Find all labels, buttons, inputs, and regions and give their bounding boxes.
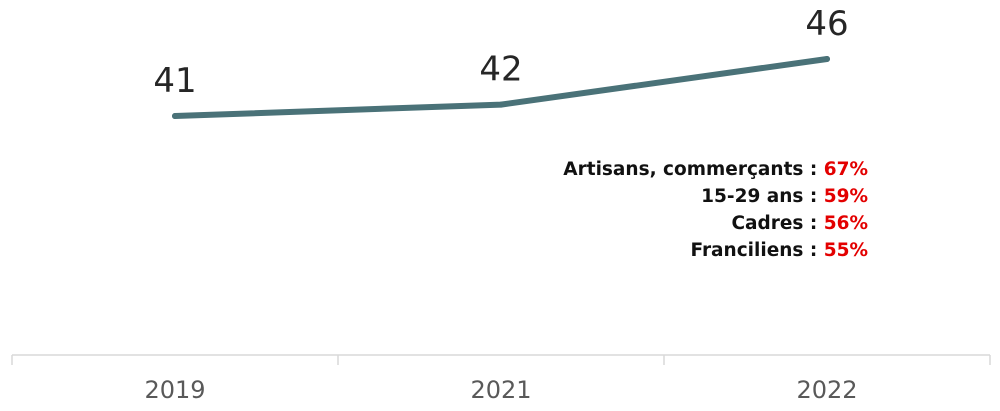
- annotation-row: Artisans, commerçants : 67%: [563, 156, 868, 183]
- annotation-value: 67%: [823, 159, 868, 180]
- data-label: 42: [479, 50, 522, 90]
- annotation-value: 59%: [823, 186, 868, 207]
- x-axis: 2019 2021 2022: [11, 354, 991, 404]
- annotation-row: Franciliens : 55%: [563, 237, 868, 264]
- data-point: [498, 101, 504, 108]
- annotation-value: 55%: [823, 240, 868, 261]
- annotation-list: Artisans, commerçants : 67% 15-29 ans : …: [563, 156, 868, 264]
- x-axis-tick-labels: 2019 2021 2022: [144, 376, 857, 404]
- annotation-label: 15-29 ans :: [701, 186, 824, 207]
- data-labels: 41 42 46: [153, 4, 848, 101]
- x-tick-label: 2022: [796, 376, 857, 404]
- data-label: 41: [153, 61, 196, 101]
- annotation-value: 56%: [823, 213, 868, 234]
- data-label: 46: [805, 4, 848, 44]
- x-tick-label: 2019: [144, 376, 205, 404]
- series-layer: [172, 56, 830, 119]
- x-axis-ticks: [11, 355, 991, 365]
- annotation-label: Cadres :: [731, 213, 824, 234]
- annotation-label: Franciliens :: [690, 240, 824, 261]
- data-point: [824, 56, 830, 62]
- annotation-row: 15-29 ans : 59%: [563, 183, 868, 210]
- data-point: [172, 113, 178, 119]
- annotation-row: Cadres : 56%: [563, 210, 868, 237]
- annotation-label: Artisans, commerçants :: [563, 159, 824, 180]
- x-tick-label: 2021: [470, 376, 531, 404]
